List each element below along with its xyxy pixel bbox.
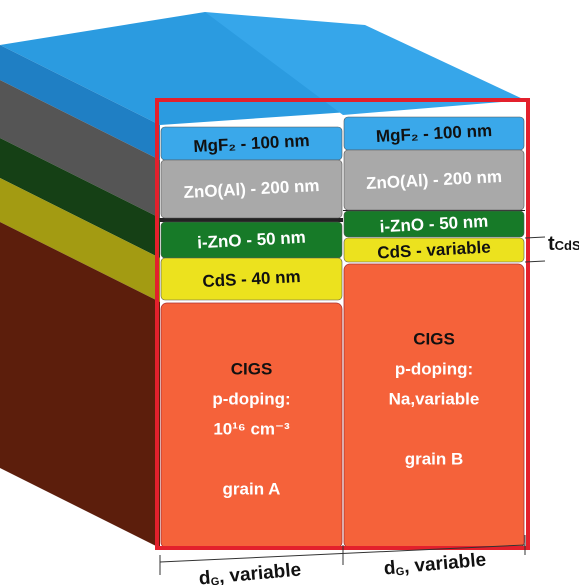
layer-gap xyxy=(343,210,525,211)
grain-name: grain B xyxy=(405,449,464,468)
top-face-right xyxy=(205,12,525,115)
side-mgf2 xyxy=(0,45,160,160)
absorber-label: p-doping: xyxy=(212,389,290,408)
side-cigs xyxy=(0,222,160,548)
side-cds xyxy=(0,178,160,302)
layer xyxy=(343,149,525,211)
width-label: dG, variable xyxy=(198,560,302,585)
layer xyxy=(343,237,525,263)
width-text: , variable xyxy=(218,560,302,585)
absorber-label: 10¹⁶ cm⁻³ xyxy=(213,419,290,438)
thickness-label: tCdS xyxy=(548,233,579,255)
layer-gap xyxy=(160,218,343,222)
absorber-label: Na,variable xyxy=(389,389,480,408)
layer xyxy=(343,210,525,238)
thickness-tick xyxy=(524,236,546,239)
layer xyxy=(160,159,343,219)
width-text: , variable xyxy=(403,550,487,578)
side-izno xyxy=(0,138,160,258)
grain-name: grain A xyxy=(223,479,281,498)
absorber-label: p-doping: xyxy=(395,359,473,378)
width-label: dG, variable xyxy=(383,550,487,580)
width-subscript: G xyxy=(210,576,220,585)
thickness-tick xyxy=(524,260,546,263)
absorber-label: CIGS xyxy=(413,329,455,348)
layer xyxy=(160,257,343,301)
side-zno xyxy=(0,80,160,218)
width-subscript: G xyxy=(395,566,405,579)
width-symbol: d xyxy=(383,558,396,580)
width-symbol: d xyxy=(198,568,211,585)
absorber-label: CIGS xyxy=(231,359,273,378)
